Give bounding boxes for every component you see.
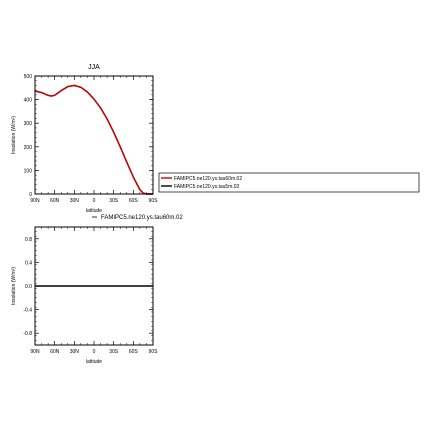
- x-tick-labels: 90N 60N 30N 0 30S 60S 90S: [30, 198, 158, 204]
- x-tick-label: 90S: [149, 198, 159, 204]
- y-tick-labels: 0 100 200 300 400 500: [24, 74, 33, 198]
- x-tick-label: 60N: [50, 198, 60, 204]
- y-tick-label: 0.8: [25, 237, 32, 243]
- plot-frame: [34, 75, 154, 195]
- x-tick-label: 30N: [70, 198, 80, 204]
- y-axis-label: Insolation (W/m²): [11, 267, 17, 305]
- x-tick-label: 60S: [129, 198, 139, 204]
- x-tick-label: 90N: [30, 198, 40, 204]
- x-tick-label: 0: [93, 349, 96, 355]
- series-line: [34, 84, 153, 195]
- x-tick-label: 90N: [30, 349, 40, 355]
- y-tick-label: 300: [24, 121, 33, 127]
- difference-panel: FAMIPC5.ne120.ys.tau60m.02 90N 60N 30N 0 30S…: [11, 215, 183, 365]
- legend: FAMIPC5.ne120.ys.tau60m.02 FAMIPC5.ne120…: [158, 172, 420, 193]
- y-tick-label: 0.4: [25, 260, 32, 266]
- x-tick-label: 0: [93, 198, 96, 204]
- y-tick-labels: -0.8 -0.4 0.0 0.4 0.8: [23, 237, 32, 337]
- x-tick-label: 90S: [149, 349, 159, 355]
- y-tick-label: -0.8: [23, 331, 32, 337]
- plot-frame: [34, 226, 154, 346]
- y-tick-label: -0.4: [23, 308, 32, 314]
- insolation-panel: JJA 90N 60N 30N 0 30S 60S 90S 0 100 200 300 400 500…: [11, 64, 158, 214]
- chart-title: JJA: [88, 64, 100, 71]
- y-tick-label: 500: [24, 74, 33, 80]
- legend-item-label: FAMIPC5.ne120.ys.tau60m.02: [174, 176, 242, 182]
- tick-marks: [34, 75, 154, 195]
- series-lines: [34, 84, 153, 195]
- y-tick-label: 200: [24, 145, 33, 151]
- y-tick-label: 100: [24, 168, 33, 174]
- x-axis-label: latitude: [86, 359, 102, 365]
- legend-box: [158, 172, 420, 193]
- x-axis-label: latitude: [86, 208, 102, 214]
- legend-item-label: FAMIPC5.ne120.ys.tau5m.02: [174, 184, 240, 190]
- series-line: [34, 84, 153, 195]
- x-tick-labels: 90N 60N 30N 0 30S 60S 90S: [30, 349, 158, 355]
- x-tick-label: 30S: [109, 198, 119, 204]
- x-tick-label: 60S: [129, 349, 139, 355]
- legend-item-label: FAMIPC5.ne120.ys.tau60m.02: [101, 215, 183, 221]
- x-tick-label: 30S: [109, 349, 119, 355]
- y-axis-label: Insolation (W/m²): [11, 116, 17, 154]
- y-tick-label: 0: [29, 192, 32, 198]
- y-tick-label: 0.0: [25, 284, 32, 290]
- x-tick-label: 30N: [70, 349, 80, 355]
- y-tick-label: 400: [24, 98, 33, 104]
- x-tick-label: 60N: [50, 349, 60, 355]
